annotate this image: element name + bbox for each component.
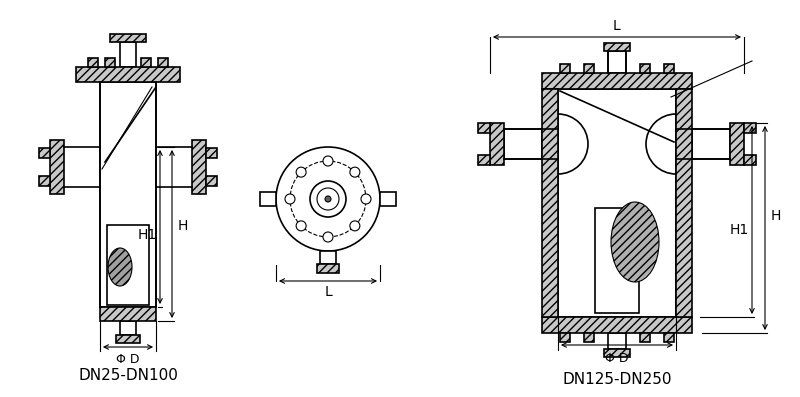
- Bar: [320, 251, 336, 264]
- Bar: [640, 333, 650, 342]
- Bar: [608, 51, 626, 73]
- Circle shape: [361, 194, 371, 204]
- Text: L: L: [613, 19, 621, 33]
- Bar: [640, 64, 650, 73]
- Bar: [100, 82, 156, 307]
- Bar: [260, 192, 276, 206]
- Bar: [692, 129, 730, 159]
- Bar: [730, 123, 744, 165]
- Text: H: H: [178, 219, 188, 233]
- Ellipse shape: [611, 202, 659, 282]
- Bar: [39, 176, 50, 186]
- Circle shape: [296, 167, 306, 177]
- Circle shape: [325, 196, 331, 202]
- Bar: [542, 317, 692, 333]
- Circle shape: [323, 232, 333, 242]
- Bar: [158, 58, 168, 67]
- Circle shape: [296, 221, 306, 231]
- Bar: [110, 34, 146, 42]
- Bar: [120, 321, 136, 335]
- Circle shape: [285, 194, 295, 204]
- Bar: [542, 73, 692, 89]
- Bar: [76, 67, 180, 82]
- Text: Φ D: Φ D: [116, 353, 140, 366]
- Bar: [542, 89, 558, 317]
- Bar: [107, 225, 149, 305]
- Bar: [380, 192, 396, 206]
- Bar: [105, 58, 115, 67]
- Bar: [317, 264, 339, 273]
- Bar: [744, 155, 756, 165]
- Bar: [558, 89, 676, 317]
- Bar: [88, 58, 98, 67]
- Circle shape: [276, 147, 380, 251]
- Bar: [478, 155, 490, 165]
- Bar: [604, 349, 630, 357]
- Bar: [206, 148, 217, 158]
- Circle shape: [323, 156, 333, 166]
- Bar: [50, 140, 64, 194]
- Bar: [504, 129, 542, 159]
- Bar: [664, 333, 674, 342]
- Bar: [206, 176, 217, 186]
- Bar: [560, 333, 570, 342]
- Bar: [595, 208, 639, 313]
- Ellipse shape: [108, 248, 132, 286]
- Bar: [560, 64, 570, 73]
- Bar: [584, 64, 594, 73]
- Bar: [120, 42, 136, 67]
- Bar: [604, 43, 630, 51]
- Text: DN25-DN100: DN25-DN100: [78, 368, 178, 382]
- Bar: [116, 335, 140, 343]
- Text: DN125-DN250: DN125-DN250: [562, 372, 672, 387]
- Text: H1: H1: [138, 228, 157, 242]
- Circle shape: [350, 167, 360, 177]
- Bar: [39, 148, 50, 158]
- Circle shape: [317, 188, 339, 210]
- Bar: [192, 140, 206, 194]
- Circle shape: [310, 181, 346, 217]
- Text: L: L: [324, 285, 332, 299]
- Bar: [490, 123, 504, 165]
- Text: H1: H1: [730, 223, 749, 237]
- Circle shape: [350, 221, 360, 231]
- Bar: [664, 64, 674, 73]
- Bar: [478, 123, 490, 133]
- Bar: [744, 123, 756, 133]
- Bar: [676, 89, 692, 317]
- Bar: [608, 333, 626, 349]
- Bar: [141, 58, 151, 67]
- Bar: [100, 307, 156, 321]
- Text: H: H: [771, 209, 782, 223]
- Text: Φ D: Φ D: [606, 352, 629, 365]
- Bar: [584, 333, 594, 342]
